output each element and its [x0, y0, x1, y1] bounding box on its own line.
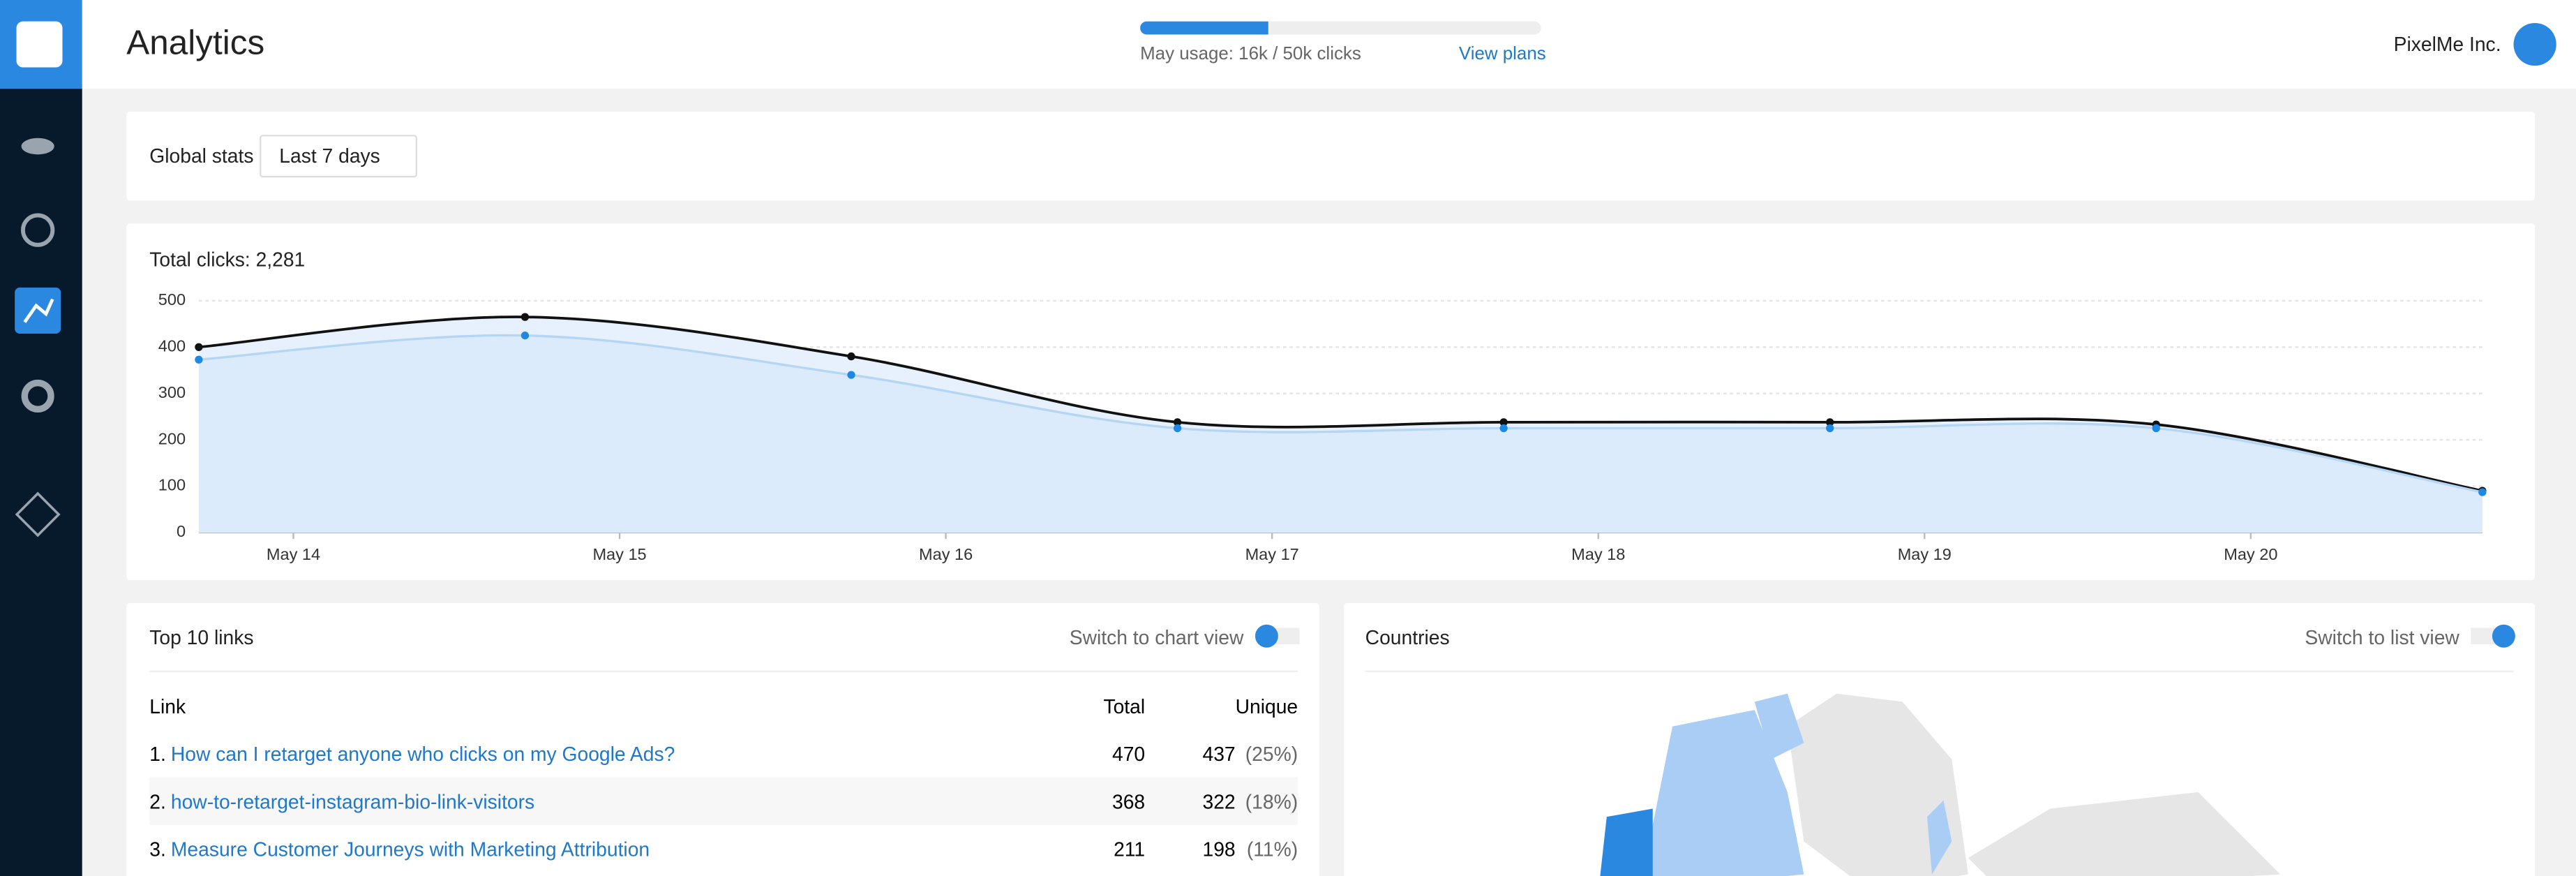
- x-tick-label: May 14: [267, 545, 320, 563]
- link-title[interactable]: Measure Customer Journeys with Marketing…: [170, 838, 650, 861]
- point: [1499, 418, 1508, 426]
- point: [1173, 418, 1182, 426]
- point: [2152, 424, 2160, 433]
- y-tick-label: 400: [158, 337, 186, 355]
- x-tick-label: May 18: [1571, 545, 1625, 563]
- y-tick-label: 200: [158, 429, 186, 447]
- x-tick-label: May 17: [1245, 545, 1299, 563]
- column-header: Total: [1103, 695, 1146, 718]
- toggle-label: Switch to chart view: [1069, 626, 1244, 650]
- sidebar: [0, 0, 82, 876]
- point: [847, 352, 855, 361]
- point: [521, 332, 530, 340]
- world-map: [1600, 693, 2281, 876]
- unique: 198: [1202, 838, 1236, 861]
- y-tick-label: 100: [158, 476, 186, 494]
- clicks-chart: 0 100 200 300 400 500 May 14 May 15 May 16 May 17…: [158, 290, 2487, 563]
- top-links-card: Top 10 links Switch to chart view Link To…: [126, 603, 1319, 876]
- nav-retarget[interactable]: [21, 213, 55, 247]
- account-name[interactable]: PixelMe Inc.: [2393, 33, 2501, 57]
- nav-settings[interactable]: [21, 379, 54, 413]
- usage-bar: [1140, 21, 1541, 35]
- column-header: Link: [149, 695, 186, 718]
- point: [1826, 418, 1834, 426]
- avatar[interactable]: [2513, 22, 2556, 66]
- point: [195, 355, 203, 364]
- total: 211: [1114, 838, 1146, 861]
- point: [2478, 488, 2487, 496]
- toggle[interactable]: [2471, 624, 2515, 648]
- logo-icon: [16, 21, 63, 68]
- share: (11%): [1246, 838, 1298, 861]
- point: [847, 371, 855, 379]
- range-select[interactable]: Last 7 days: [260, 135, 418, 178]
- y-tick-label: 0: [177, 522, 186, 540]
- x-tick-label: May 19: [1898, 545, 1952, 563]
- x-tick-label: May 15: [592, 545, 646, 563]
- line: [198, 315, 2483, 492]
- nav-views[interactable]: [21, 138, 54, 155]
- header: Analytics May usage: 16k / 50k clicks Vi…: [82, 0, 2576, 89]
- countries-card: Countries Switch to list view: [1344, 603, 2536, 876]
- countries-title: Countries: [1365, 626, 1450, 650]
- rank: 2.: [149, 790, 166, 814]
- point: [1826, 424, 1834, 433]
- point: [1173, 424, 1182, 433]
- link-title[interactable]: how-to-retarget-instagram-bio-link-visit…: [170, 790, 535, 814]
- usage-fill: [1140, 21, 1268, 35]
- rank: 3.: [149, 838, 166, 861]
- global-stats-label: Global stats: [149, 144, 254, 168]
- global-stats-card: Global stats Last 7 days: [126, 112, 2536, 201]
- nav-icons: [15, 138, 61, 537]
- unique: 437: [1202, 743, 1236, 766]
- total: 470: [1111, 743, 1146, 766]
- column-header: Unique: [1235, 695, 1298, 718]
- usage-label: May usage: 16k / 50k clicks: [1140, 44, 1361, 64]
- x-tick-label: May 20: [2224, 545, 2277, 563]
- link-title[interactable]: How can I retarget anyone who clicks on …: [170, 743, 675, 766]
- page-title: Analytics: [126, 24, 265, 63]
- x-tick-label: May 16: [919, 545, 973, 563]
- total: 368: [1111, 790, 1146, 814]
- point: [1499, 424, 1508, 433]
- nav-help[interactable]: [15, 491, 61, 537]
- line: [198, 334, 2483, 493]
- toggle-label: Switch to list view: [2305, 626, 2459, 650]
- point: [521, 313, 530, 321]
- area: [198, 335, 2483, 533]
- rank: 1.: [149, 743, 166, 766]
- share: (25%): [1245, 743, 1298, 766]
- view-plans[interactable]: View plans: [1458, 44, 1546, 64]
- top-links-title: Top 10 links: [149, 626, 254, 650]
- unique: 322: [1202, 790, 1236, 814]
- table-row: 3. Measure Customer Journeys with Marketi…: [149, 825, 1298, 873]
- y-tick-label: 500: [158, 290, 186, 309]
- y-tick-label: 300: [158, 383, 186, 401]
- chart-title: Total clicks: 2,281: [149, 248, 306, 272]
- point: [195, 343, 203, 351]
- table-row: 1. How can I retarget anyone who clicks o…: [149, 729, 1298, 777]
- share: (18%): [1245, 790, 1298, 814]
- toggle[interactable]: [1255, 624, 1300, 648]
- logo[interactable]: [0, 0, 82, 89]
- table-row: 2. how-to-retarget-instagram-bio-link-vis…: [149, 777, 1298, 826]
